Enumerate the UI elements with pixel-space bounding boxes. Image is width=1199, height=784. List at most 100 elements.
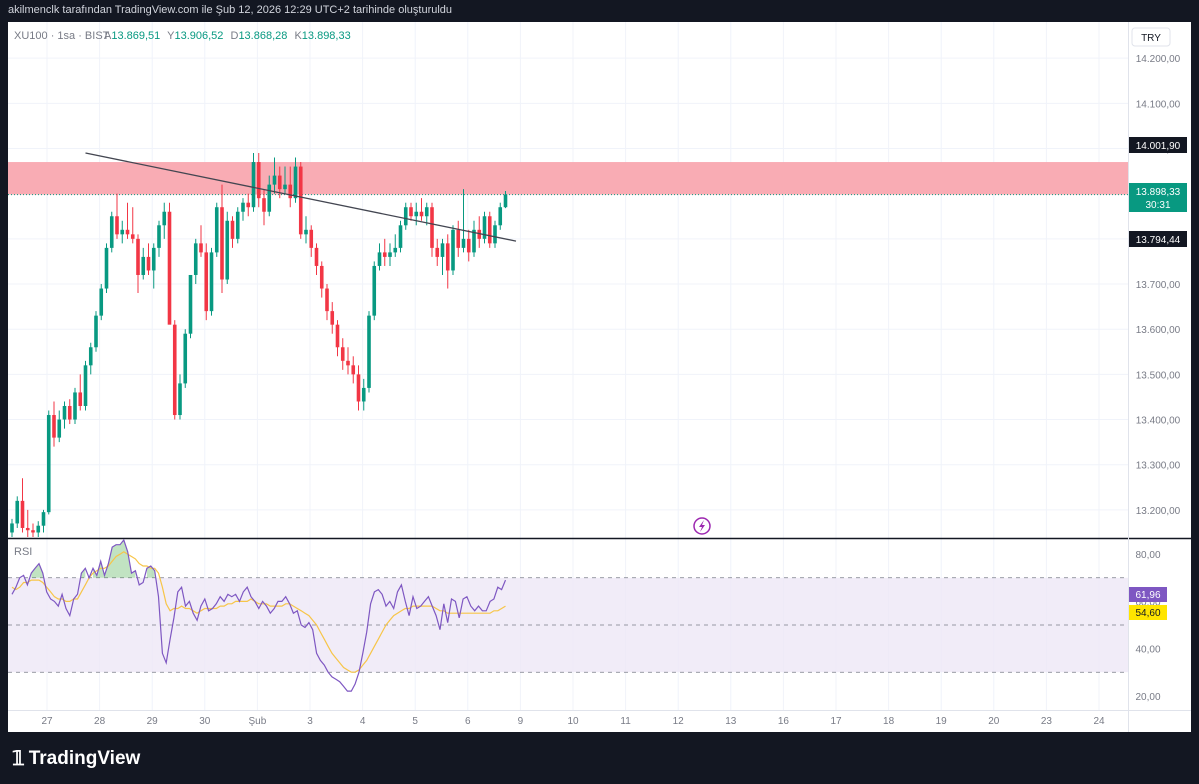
candle-body xyxy=(472,229,476,253)
time-tick-label: 24 xyxy=(1093,716,1105,727)
chart-frame[interactable]: 13.200,00 13.300,00 13.400,00 13.500,00 13.6… xyxy=(8,22,1191,732)
candle xyxy=(220,184,224,294)
time-tick-label: 27 xyxy=(41,716,53,727)
candle-body xyxy=(62,405,67,420)
candle xyxy=(267,175,272,217)
candle xyxy=(283,166,287,194)
candle-body xyxy=(335,324,340,348)
candle xyxy=(99,284,104,321)
candle-body xyxy=(67,405,72,420)
candle-body xyxy=(172,324,177,416)
candle-body xyxy=(262,198,266,212)
candle-body xyxy=(340,347,345,361)
candle xyxy=(304,216,308,244)
candle-body xyxy=(456,229,461,248)
svg-text:13.794,44: 13.794,44 xyxy=(1136,235,1181,246)
candle-body xyxy=(73,392,77,420)
candle xyxy=(62,401,67,429)
candle xyxy=(125,202,130,239)
candle xyxy=(330,302,335,334)
candle-body xyxy=(325,288,329,312)
lightning-icon[interactable] xyxy=(693,517,711,535)
candle-body xyxy=(304,229,308,235)
candle-body xyxy=(409,207,413,217)
candle-body xyxy=(377,252,382,266)
currency-button[interactable]: TRY xyxy=(1131,27,1171,47)
rsi-value-label: 61,96 xyxy=(1129,587,1167,602)
rsi-tick-label: 80,00 xyxy=(1135,550,1160,561)
price-tick-label: 14.200,00 xyxy=(1136,54,1181,65)
candle xyxy=(487,211,492,248)
candle-body xyxy=(314,247,319,266)
candle xyxy=(209,247,214,316)
candle-body xyxy=(256,162,261,199)
candle-body xyxy=(267,184,272,212)
chart-svg[interactable]: 13.200,00 13.300,00 13.400,00 13.500,00 13.6… xyxy=(8,22,1191,732)
candle-body xyxy=(88,347,93,366)
candle xyxy=(325,284,329,321)
candle-body xyxy=(193,243,198,275)
price-tick-label: 13.200,00 xyxy=(1136,506,1181,517)
price-tick-label: 13.600,00 xyxy=(1136,325,1181,336)
candle-body xyxy=(141,256,146,275)
candle xyxy=(188,274,193,339)
candle xyxy=(393,234,398,257)
candle-body xyxy=(183,333,188,384)
candles xyxy=(10,153,508,537)
candle xyxy=(167,202,172,325)
candle xyxy=(288,166,293,208)
candle xyxy=(225,211,230,285)
time-tick-label: 19 xyxy=(936,716,948,727)
candle xyxy=(78,374,83,411)
candle-body xyxy=(356,374,361,402)
tradingview-logo[interactable]: 𝟙 TradingView xyxy=(12,746,140,771)
candle-body xyxy=(99,288,104,316)
candle-body xyxy=(440,243,445,257)
candle xyxy=(340,338,345,370)
candle xyxy=(73,387,77,425)
candle xyxy=(230,216,235,248)
time-tick-label: 3 xyxy=(307,716,313,727)
candle xyxy=(241,198,245,221)
time-tick-label: Şub xyxy=(249,716,267,727)
candle-body xyxy=(15,500,20,524)
candle-body xyxy=(178,383,182,416)
candle xyxy=(214,202,219,257)
candle-body xyxy=(493,225,497,244)
candle-body xyxy=(393,247,398,253)
candle-body xyxy=(115,216,119,235)
candle xyxy=(419,198,424,221)
candle xyxy=(314,243,319,275)
legend-symbol: XU100 · 1sa · BIST xyxy=(14,30,110,42)
price-label-zone-top: 14.001,90 xyxy=(1129,137,1187,153)
candle xyxy=(440,238,445,275)
candle xyxy=(246,193,251,217)
time-tick-label: 29 xyxy=(147,716,159,727)
candle-body xyxy=(20,500,25,528)
candle-body xyxy=(36,525,41,533)
candle xyxy=(83,360,88,411)
price-label-last: 13.898,33 30:31 xyxy=(1129,183,1187,212)
candle xyxy=(172,320,177,420)
resistance-zone[interactable] xyxy=(8,162,1128,195)
candle xyxy=(204,243,209,321)
candle-body xyxy=(225,220,230,280)
candle xyxy=(498,202,503,230)
candle xyxy=(130,207,135,244)
rsi-overbought-fill xyxy=(81,568,86,578)
candle-body xyxy=(382,252,387,257)
candle xyxy=(146,243,151,275)
candle-body xyxy=(235,211,240,239)
candle xyxy=(382,238,387,266)
candle xyxy=(178,374,182,420)
candle-body xyxy=(503,194,508,208)
time-tick-label: 20 xyxy=(988,716,1000,727)
trendline[interactable] xyxy=(85,152,517,242)
candle xyxy=(94,311,98,352)
candle xyxy=(398,220,403,253)
candle-body xyxy=(430,207,434,248)
price-label-zone-low: 13.794,44 xyxy=(1129,231,1187,247)
candle-body xyxy=(151,247,156,271)
candle-body xyxy=(419,211,424,217)
candle-body xyxy=(125,229,130,235)
